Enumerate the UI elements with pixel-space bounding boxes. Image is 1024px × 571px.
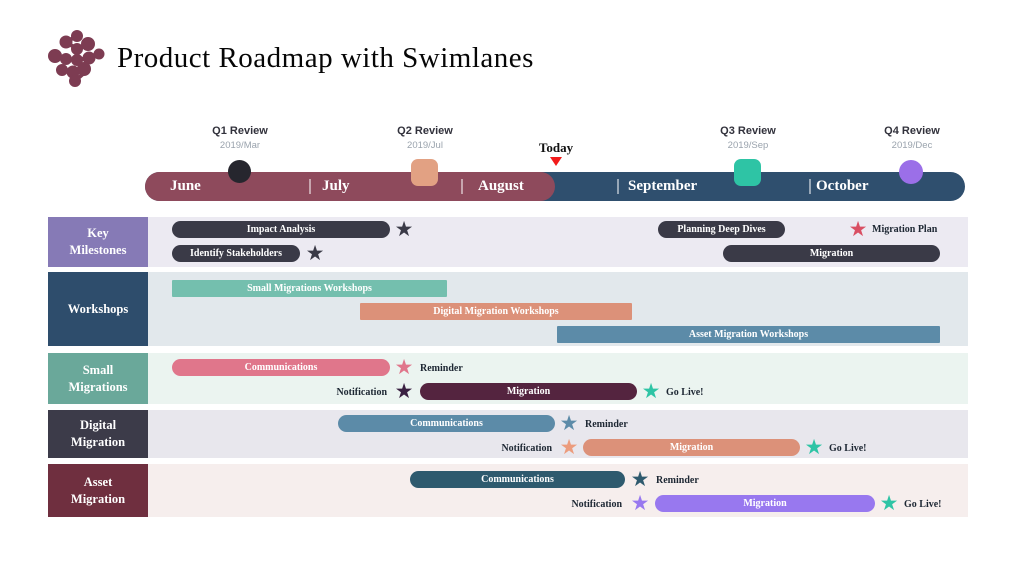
milestone-title: Q2 Review bbox=[397, 125, 453, 137]
timeline-band-first-half: June July August bbox=[145, 172, 555, 201]
annotation-notification: Notification bbox=[336, 387, 387, 398]
milestone-date: 2019/Dec bbox=[891, 140, 933, 151]
milestone-date: 2019/Jul bbox=[407, 140, 443, 151]
star-icon: ★ bbox=[394, 379, 414, 403]
annotation-go-live: Go Live! bbox=[829, 443, 867, 454]
star-icon: ★ bbox=[641, 379, 661, 403]
milestone-q2-review: Q2 Review 2019/Jul bbox=[365, 125, 485, 151]
q1-marker-circle-icon bbox=[228, 160, 251, 183]
today-label: Today bbox=[538, 140, 574, 155]
annotation-notification: Notification bbox=[501, 443, 552, 454]
month-divider bbox=[309, 179, 311, 194]
q4-marker-circle-icon bbox=[899, 160, 923, 184]
month-divider bbox=[809, 179, 811, 194]
lane-label-key-milestones: Key Milestones bbox=[48, 217, 148, 267]
month-label-july: July bbox=[322, 178, 350, 194]
star-icon: ★ bbox=[848, 217, 868, 241]
bar-impact-analysis: Impact Analysis bbox=[172, 221, 390, 238]
star-icon: ★ bbox=[394, 217, 414, 241]
annotation-go-live: Go Live! bbox=[666, 387, 704, 398]
bar-planning-deep-dives: Planning Deep Dives bbox=[658, 221, 785, 238]
month-label-october: October bbox=[816, 178, 869, 194]
annotation-migration-plan: Migration Plan bbox=[872, 224, 938, 235]
annotation-notification: Notification bbox=[571, 499, 622, 510]
lane-row-digital-migration bbox=[148, 410, 968, 458]
q3-marker-square-icon bbox=[734, 159, 761, 186]
star-icon: ★ bbox=[559, 435, 579, 459]
company-logo-icon bbox=[48, 30, 105, 87]
star-icon: ★ bbox=[630, 491, 650, 515]
month-divider bbox=[617, 179, 619, 194]
milestone-q4-review: Q4 Review 2019/Dec bbox=[852, 125, 972, 151]
month-label-august: August bbox=[478, 178, 524, 194]
lane-label-small-migrations: Small Migrations bbox=[48, 353, 148, 404]
milestone-date: 2019/Mar bbox=[219, 140, 261, 151]
star-icon: ★ bbox=[305, 241, 325, 265]
bar-communications-asset: Communications bbox=[410, 471, 625, 488]
bar-migration-digital: Migration bbox=[583, 439, 800, 456]
bar-identify-stakeholders: Identify Stakeholders bbox=[172, 245, 300, 262]
star-icon: ★ bbox=[630, 467, 650, 491]
bar-small-migrations-workshops: Small Migrations Workshops bbox=[172, 280, 447, 297]
milestone-q1-review: Q1 Review 2019/Mar bbox=[180, 125, 300, 151]
milestone-q3-review: Q3 Review 2019/Sep bbox=[688, 125, 808, 151]
bar-asset-migration-workshops: Asset Migration Workshops bbox=[557, 326, 940, 343]
star-icon: ★ bbox=[394, 355, 414, 379]
month-label-september: September bbox=[628, 178, 698, 194]
bar-communications-small: Communications bbox=[172, 359, 390, 376]
milestone-date: 2019/Sep bbox=[727, 140, 769, 151]
q2-marker-square-icon bbox=[411, 159, 438, 186]
month-divider bbox=[461, 179, 463, 194]
star-icon: ★ bbox=[804, 435, 824, 459]
bar-migration-asset: Migration bbox=[655, 495, 875, 512]
lane-label-workshops: Workshops bbox=[48, 272, 148, 346]
lane-label-digital-migration: Digital Migration bbox=[48, 410, 148, 458]
star-icon: ★ bbox=[879, 491, 899, 515]
annotation-go-live: Go Live! bbox=[904, 499, 942, 510]
lane-label-asset-migration: Asset Migration bbox=[48, 464, 148, 517]
annotation-reminder: Reminder bbox=[585, 419, 628, 430]
month-label-june: June bbox=[170, 178, 201, 194]
star-icon: ★ bbox=[559, 411, 579, 435]
bar-digital-migration-workshops: Digital Migration Workshops bbox=[360, 303, 632, 320]
bar-migration-small: Migration bbox=[420, 383, 637, 400]
today-arrow-icon bbox=[550, 157, 562, 166]
milestone-title: Q1 Review bbox=[212, 125, 268, 137]
annotation-reminder: Reminder bbox=[656, 475, 699, 486]
bar-migration-key-milestones: Migration bbox=[723, 245, 940, 262]
bar-communications-digital: Communications bbox=[338, 415, 555, 432]
milestone-title: Q3 Review bbox=[720, 125, 776, 137]
milestone-title: Q4 Review bbox=[884, 125, 940, 137]
page-title: Product Roadmap with Swimlanes bbox=[117, 42, 534, 74]
annotation-reminder: Reminder bbox=[420, 363, 463, 374]
